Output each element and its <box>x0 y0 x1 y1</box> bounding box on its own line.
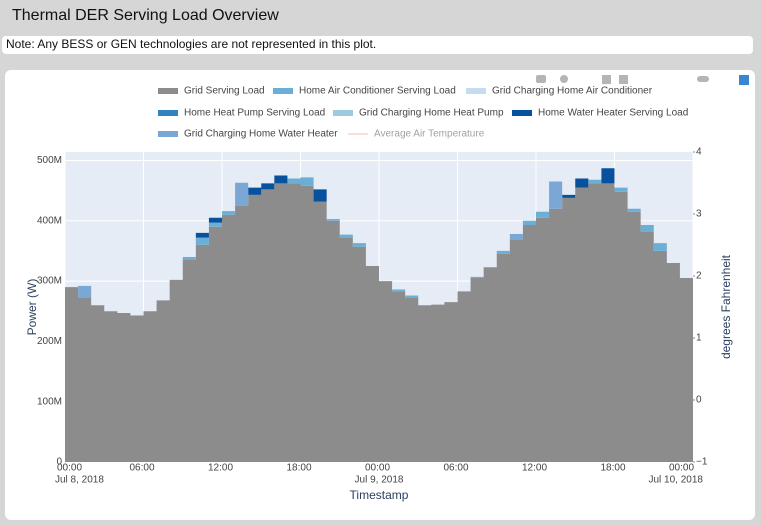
x-tick-label: 18:00 <box>287 463 312 474</box>
legend-swatch <box>158 110 178 116</box>
y-tick-label: 500M <box>37 155 62 166</box>
x-tick-label: 00:00 <box>365 463 390 474</box>
x-tick-label: 06:00 <box>444 463 469 474</box>
y2-tick-label: 4 <box>696 147 702 158</box>
y-tick-label: 400M <box>37 215 62 226</box>
modebar-button[interactable] <box>602 75 611 84</box>
legend-label: Home Heat Pump Serving Load <box>184 108 325 119</box>
x-tick-label: 12:00 <box>208 463 233 474</box>
legend-swatch <box>158 131 178 137</box>
modebar-logo[interactable] <box>739 75 749 85</box>
legend-label: Grid Charging Home Air Conditioner <box>492 86 653 97</box>
y2-tick-label: 1 <box>696 333 702 344</box>
legend-label: Average Air Temperature <box>374 129 485 140</box>
y-tick-label: 100M <box>37 396 62 407</box>
legend-swatch <box>466 88 486 94</box>
x-tick-label: 18:00 <box>601 463 626 474</box>
x-tick-date: Jul 8, 2018 <box>55 475 104 486</box>
areas <box>65 168 693 462</box>
page-title: Thermal DER Serving Load Overview <box>12 7 279 24</box>
y2-tick-label: 3 <box>696 209 702 220</box>
y2-tick-label: 0 <box>696 395 702 406</box>
modebar-button[interactable] <box>697 76 709 82</box>
y-axis-title: Power (W) <box>25 279 39 336</box>
legend-swatch <box>158 88 178 94</box>
y-tick-label: 300M <box>37 276 62 287</box>
x-tick-label: 06:00 <box>130 463 155 474</box>
y2-tick-label: 2 <box>696 271 702 282</box>
modebar-button[interactable] <box>536 75 546 83</box>
legend-label: Grid Charging Home Heat Pump <box>359 108 504 119</box>
modebar-button[interactable] <box>560 75 568 83</box>
x-axis-title: Timestamp <box>350 488 409 502</box>
legend-swatch <box>512 110 532 116</box>
legend-label: Grid Charging Home Water Heater <box>184 129 338 140</box>
y-tick-label: 0 <box>56 457 62 468</box>
legend-label: Home Water Heater Serving Load <box>538 108 688 119</box>
x-tick-label: 00:00 <box>669 463 694 474</box>
note: Note: Any BESS or GEN technologies are n… <box>2 36 753 54</box>
x-tick-date: Jul 10, 2018 <box>649 475 704 486</box>
x-tick-label: 00:00 <box>57 463 82 474</box>
y-tick-label: 200M <box>37 336 62 347</box>
area <box>65 177 693 316</box>
modebar-button[interactable] <box>619 75 628 84</box>
legend-swatch <box>333 110 353 116</box>
legend-swatch <box>273 88 293 94</box>
x-tick-label: 12:00 <box>522 463 547 474</box>
legend-label: Grid Serving Load <box>184 86 265 97</box>
legend-label: Home Air Conditioner Serving Load <box>299 86 456 97</box>
y2-axis-title: degrees Fahrenheit <box>719 254 733 359</box>
area <box>65 183 693 462</box>
modebar <box>536 75 749 85</box>
y2-tick-label: −1 <box>696 457 708 468</box>
x-tick-date: Jul 9, 2018 <box>355 475 404 486</box>
